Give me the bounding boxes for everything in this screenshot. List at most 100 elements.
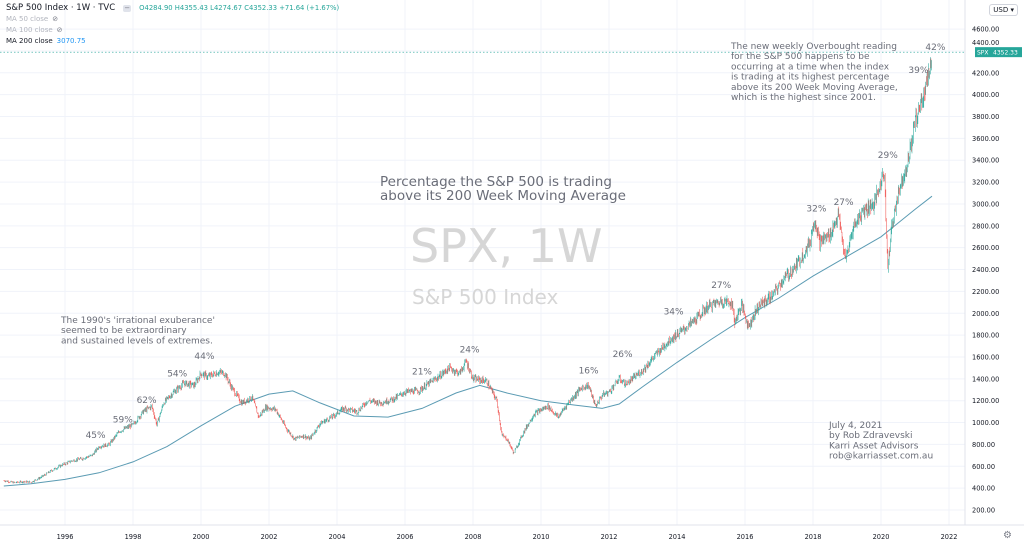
- collapse-legend-button[interactable]: −: [123, 4, 132, 12]
- legend-symbol-row[interactable]: S&P 500 Index · 1W · TVC − O4284.90 H435…: [6, 3, 339, 14]
- y-axis-ticks: 4600.00 4400.00 4200.00 4000.00 3800.00 3600.…: [972, 26, 999, 515]
- indicator-value: 3070.75: [56, 37, 86, 45]
- note-line-left: The 1990's 'irrational exuberance': [60, 316, 215, 326]
- x-tick-label: 2010: [533, 533, 550, 541]
- x-tick-label: 2022: [941, 533, 958, 541]
- indicator-label: MA 100 close: [6, 26, 53, 34]
- y-tick-label: 4000.00: [972, 91, 999, 99]
- ma200-line: [3, 195, 933, 487]
- percentage-label: 44%: [194, 352, 214, 362]
- last-price-tag: SPX 4352.33: [975, 47, 1022, 58]
- y-tick-label: 4400.00: [972, 39, 999, 47]
- note-line-signature: July 4, 2021: [828, 421, 882, 431]
- y-tick-label: 2200.00: [972, 288, 999, 296]
- y-tick-label: 1600.00: [972, 353, 999, 361]
- grid-lines: [0, 0, 965, 525]
- x-tick-label: 1996: [57, 533, 74, 541]
- x-axis-panel[interactable]: [0, 525, 1024, 546]
- percentage-label: 42%: [925, 43, 945, 53]
- y-tick-label: 1000.00: [972, 419, 999, 427]
- x-tick-label: 2004: [329, 533, 346, 541]
- y-tick-label: 2800.00: [972, 222, 999, 230]
- chart-title-line-2: above its 200 Week Moving Average: [380, 188, 626, 204]
- y-tick-label: 3200.00: [972, 179, 999, 187]
- note-line-left: and sustained levels of extremes.: [61, 336, 213, 346]
- note-line-signature: Karri Asset Advisors: [829, 441, 919, 451]
- percentage-label: 32%: [806, 205, 826, 215]
- note-line-top-right: The new weekly Overbought reading: [730, 42, 897, 52]
- percentage-label: 16%: [579, 366, 599, 376]
- percentage-label: 59%: [113, 416, 133, 426]
- symbol-title[interactable]: S&P 500 Index · 1W · TVC: [6, 3, 116, 13]
- percentage-label: 39%: [908, 66, 928, 76]
- percentage-label: 21%: [412, 367, 432, 377]
- price-tag-value: 4352.33: [993, 50, 1018, 57]
- indicator-ma50[interactable]: MA 50 close ⊘: [6, 14, 339, 25]
- percentage-label: 27%: [711, 281, 731, 291]
- indicator-label: MA 200 close: [6, 37, 53, 45]
- x-tick-label: 2006: [397, 533, 414, 541]
- watermark-description: S&P 500 Index: [412, 285, 558, 309]
- chart-title-line-1: Percentage the S&P 500 is trading: [380, 174, 612, 190]
- y-tick-label: 400.00: [972, 485, 995, 493]
- percentage-label: 29%: [878, 151, 898, 161]
- settings-gear-icon[interactable]: ⚙: [1003, 530, 1012, 541]
- y-tick-label: 3400.00: [972, 157, 999, 165]
- chart-legend: S&P 500 Index · 1W · TVC − O4284.90 H435…: [6, 3, 339, 47]
- percentage-label: 27%: [834, 198, 854, 208]
- y-tick-label: 600.00: [972, 463, 995, 471]
- note-line-left: seemed to be extraordinary: [61, 326, 187, 336]
- x-tick-label: 2018: [805, 533, 822, 541]
- indicator-ma100[interactable]: MA 100 close ⊘: [6, 25, 339, 36]
- percentage-label: 62%: [137, 396, 157, 406]
- note-line-top-right: which is the highest since 2001.: [731, 93, 876, 103]
- ohlc-values: O4284.90 H4355.43 L4274.67 C4352.33 +71.…: [139, 4, 340, 12]
- note-line-signature: by Rob Zdravevski: [829, 431, 913, 441]
- y-tick-label: 4200.00: [972, 69, 999, 77]
- eye-hidden-icon[interactable]: ⊘: [56, 26, 63, 34]
- y-axis-panel[interactable]: [965, 0, 1024, 546]
- x-axis-ticks: 1996 1998 2000 2002 2004 2006 2008 2010 2012 2014…: [57, 533, 958, 541]
- candles-layer: [3, 57, 932, 484]
- y-tick-label: 2600.00: [972, 244, 999, 252]
- ma200-layer: [3, 195, 933, 487]
- y-tick-label: 1200.00: [972, 397, 999, 405]
- percentage-label: 26%: [613, 350, 633, 360]
- note-line-signature: rob@karriasset.com.au: [829, 452, 933, 462]
- x-tick-label: 1998: [125, 533, 142, 541]
- percentage-annotations: 45% 59% 62% 54% 44% 21% 24% 16% 26% 34% 27% 32% 27% 2…: [86, 43, 946, 441]
- percentage-label: 45%: [86, 431, 106, 441]
- y-tick-label: 200.00: [972, 507, 995, 515]
- note-line-top-right: is trading at its highest percentage: [731, 73, 890, 83]
- y-tick-label: 3800.00: [972, 113, 999, 121]
- y-tick-label: 3000.00: [972, 200, 999, 208]
- y-tick-label: 1400.00: [972, 375, 999, 383]
- y-tick-label: 2000.00: [972, 310, 999, 318]
- eye-hidden-icon[interactable]: ⊘: [52, 15, 59, 23]
- y-tick-label: 3600.00: [972, 135, 999, 143]
- percentage-label: 54%: [167, 370, 187, 380]
- y-tick-label: 1800.00: [972, 332, 999, 340]
- currency-label: USD: [993, 6, 1009, 14]
- x-tick-label: 2002: [261, 533, 278, 541]
- x-tick-label: 2016: [737, 533, 754, 541]
- y-tick-label: 800.00: [972, 441, 995, 449]
- price-tag-symbol: SPX: [977, 50, 989, 57]
- percentage-label: 34%: [664, 307, 684, 317]
- indicator-ma200[interactable]: MA 200 close 3070.75: [6, 36, 339, 47]
- percentage-label: 24%: [460, 346, 480, 356]
- watermark: SPX, 1W S&P 500 Index: [410, 219, 602, 309]
- chart-title: Percentage the S&P 500 is trading above …: [380, 174, 626, 204]
- x-tick-label: 2008: [465, 533, 482, 541]
- price-tag-background: [975, 47, 1022, 58]
- currency-button[interactable]: USD ▾: [989, 4, 1018, 16]
- note-line-top-right: occurring at a time when the index: [731, 62, 890, 72]
- x-tick-label: 2014: [669, 533, 686, 541]
- note-line-top-right: above its 200 Week Moving Average,: [731, 83, 898, 93]
- y-tick-label: 2400.00: [972, 266, 999, 274]
- watermark-symbol: SPX, 1W: [410, 219, 602, 273]
- x-tick-label: 2020: [873, 533, 890, 541]
